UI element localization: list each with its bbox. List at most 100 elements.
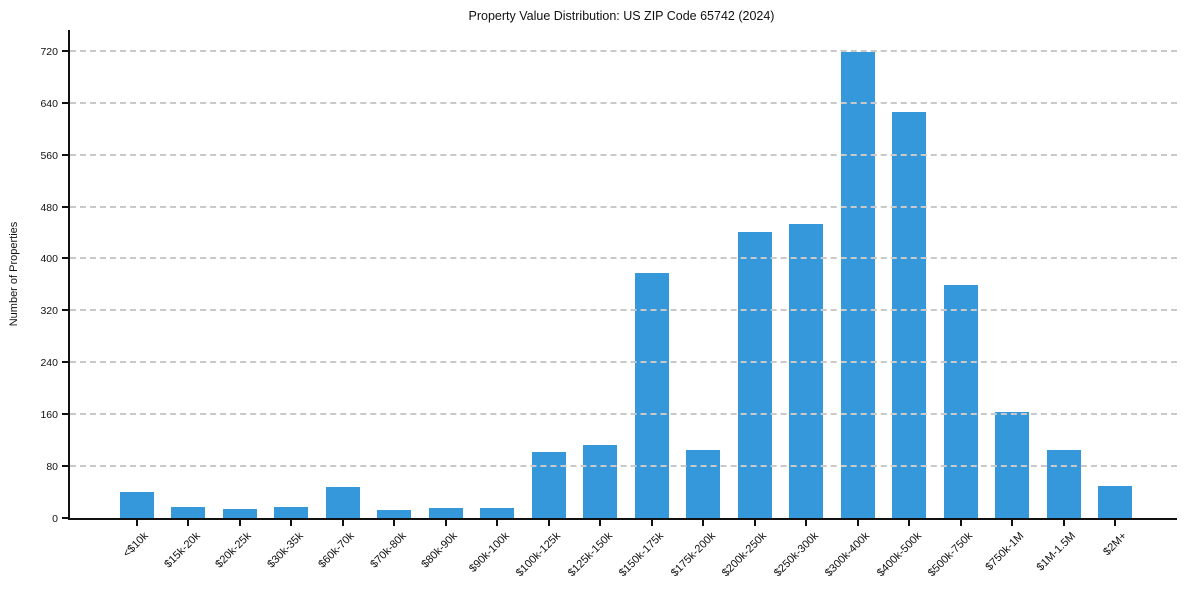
y-tick-label: 400	[40, 253, 58, 266]
x-tick-label: $90k-100k	[466, 530, 512, 575]
x-tick-mark	[187, 520, 190, 526]
x-tick-label: $1M-1.5M	[1034, 530, 1079, 574]
y-tick-label: 240	[40, 357, 58, 370]
x-tick-mark	[908, 520, 911, 526]
x-tick-mark	[599, 520, 602, 526]
category-slot: $175k-200k	[669, 30, 730, 579]
x-tick-mark	[1114, 520, 1117, 526]
category-slot: $15k-20k	[162, 30, 215, 570]
category-slot: $80k-90k	[420, 30, 472, 570]
x-tick-label: $175k-200k	[668, 530, 718, 580]
category-slot: $200k-250k	[720, 30, 781, 579]
x-tick-mark	[290, 520, 293, 526]
x-tick-mark	[959, 520, 962, 526]
bar	[737, 232, 772, 518]
x-tick-mark	[753, 520, 756, 526]
x-tick-mark	[856, 520, 859, 526]
x-tick-mark	[135, 520, 138, 526]
bar	[789, 224, 824, 518]
chart-title: Property Value Distribution: US ZIP Code…	[468, 9, 775, 23]
bar	[943, 285, 978, 518]
x-tick-mark	[1011, 520, 1014, 526]
y-tick-mark	[62, 465, 68, 468]
y-tick-label: 160	[40, 409, 58, 422]
bar	[222, 508, 257, 518]
bar	[428, 507, 463, 518]
category-slot: $2M+	[1090, 30, 1142, 558]
x-tick-label: $15k-20k	[162, 530, 203, 571]
bar	[171, 506, 206, 518]
x-tick-label: $300k-400k	[823, 530, 873, 580]
y-tick-label: 480	[40, 201, 58, 214]
category-slot: $20k-25k	[214, 30, 266, 570]
category-slot: $250k-300k	[772, 30, 833, 579]
x-tick-label: $750k-1M	[983, 530, 1027, 574]
x-tick-label: $100k-125k	[514, 530, 564, 580]
y-tick-label: 640	[40, 97, 58, 110]
y-tick-mark	[62, 49, 68, 52]
category-slot: $90k-100k	[467, 30, 524, 575]
x-tick-label: $250k-300k	[771, 530, 821, 580]
y-tick-label: 80	[46, 461, 58, 474]
bar	[634, 272, 669, 518]
x-tick-mark	[1062, 520, 1065, 526]
bar	[1046, 449, 1081, 518]
category-slot: $300k-400k	[823, 30, 884, 579]
x-tick-mark	[393, 520, 396, 526]
bar	[377, 509, 412, 518]
x-tick-mark	[805, 520, 808, 526]
category-slot: $30k-35k	[265, 30, 318, 570]
y-tick-label: 560	[40, 149, 58, 162]
bar	[1098, 485, 1133, 518]
y-tick-mark	[62, 309, 68, 312]
x-tick-mark	[547, 520, 550, 526]
category-slot: $1M-1.5M	[1035, 30, 1090, 574]
x-tick-label: <$10k	[121, 530, 152, 560]
category-slot: $400k-500k	[875, 30, 936, 579]
x-tick-mark	[444, 520, 447, 526]
bar	[480, 507, 515, 518]
x-tick-mark	[238, 520, 241, 526]
y-tick-label: 320	[40, 305, 58, 318]
category-slot: $70k-80k	[368, 30, 421, 570]
bar	[274, 506, 309, 518]
bar	[995, 412, 1030, 518]
y-tick-mark	[62, 101, 68, 104]
x-tick-label: $2M+	[1101, 530, 1130, 559]
category-slot: <$10k	[111, 30, 163, 560]
x-tick-mark	[341, 520, 344, 526]
x-tick-label: $400k-500k	[874, 530, 924, 580]
x-tick-label: $20k-25k	[213, 530, 255, 571]
bars-container: <$10k $15k-20k $20k-25k $30k-35k $60k-70k $70…	[111, 30, 1142, 579]
category-slot: $60k-70k	[317, 30, 369, 570]
x-tick-mark	[496, 520, 499, 526]
category-slot: $750k-1M	[984, 30, 1039, 573]
category-slot: $125k-150k	[566, 30, 627, 579]
category-slot: $100k-125k	[514, 30, 575, 579]
category-slot: $500k-750k	[926, 30, 987, 579]
x-tick-label: $70k-80k	[368, 530, 409, 571]
y-tick-label: 720	[40, 45, 58, 58]
y-tick-mark	[62, 361, 68, 364]
y-tick-mark	[62, 257, 68, 260]
category-slot: $150k-175k	[617, 30, 678, 579]
x-tick-mark	[702, 520, 705, 526]
y-tick-mark	[62, 205, 68, 208]
y-tick-mark	[62, 517, 68, 519]
y-tick-label: 0	[52, 513, 58, 525]
bar	[325, 486, 360, 518]
bar	[840, 52, 875, 518]
bar	[583, 444, 618, 518]
x-tick-label: $150k-175k	[617, 530, 667, 580]
y-tick-mark	[62, 153, 68, 156]
bar	[531, 451, 566, 518]
y-tick-mark	[62, 413, 68, 416]
bar	[119, 492, 154, 518]
x-tick-mark	[650, 520, 653, 526]
x-tick-label: $30k-35k	[265, 530, 306, 571]
bar	[686, 449, 721, 518]
bar	[892, 112, 927, 518]
x-tick-label: $80k-90k	[419, 530, 461, 571]
x-tick-label: $200k-250k	[720, 530, 770, 580]
